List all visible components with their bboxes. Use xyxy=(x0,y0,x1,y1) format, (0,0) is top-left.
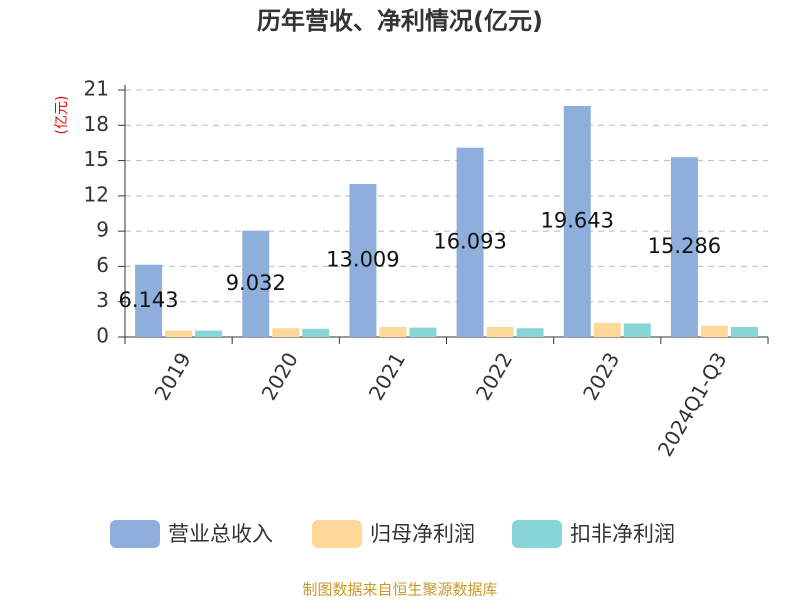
bar xyxy=(623,323,651,337)
legend-label[interactable]: 扣非净利润 xyxy=(570,522,675,546)
bar xyxy=(670,157,698,337)
y-axis-label: (亿元) xyxy=(54,96,70,135)
x-tick-label: 2022 xyxy=(471,348,517,404)
x-tick-label: 2024Q1-Q3 xyxy=(653,348,732,460)
x-tick-label: 2023 xyxy=(578,348,624,404)
bar xyxy=(242,230,270,337)
bar xyxy=(379,327,407,337)
bar xyxy=(563,105,591,337)
x-tick-label: 2021 xyxy=(364,348,410,404)
legend-label[interactable]: 归母净利润 xyxy=(370,522,475,546)
x-tick-label: 2019 xyxy=(149,348,195,404)
data-label: 19.643 xyxy=(541,208,614,232)
bar xyxy=(593,322,621,337)
chart-title: 历年营收、净利情况(亿元) xyxy=(257,7,543,35)
x-tick-label: 2020 xyxy=(257,348,303,404)
bar xyxy=(700,325,728,337)
bar xyxy=(272,328,300,337)
data-label: 13.009 xyxy=(326,247,399,271)
y-tick-label: 21 xyxy=(84,77,109,101)
data-label: 15.286 xyxy=(648,234,721,258)
legend-swatch[interactable] xyxy=(312,520,362,548)
y-tick-label: 9 xyxy=(96,218,109,242)
bar xyxy=(516,328,544,337)
legend-swatch[interactable] xyxy=(512,520,562,548)
bar xyxy=(456,147,484,337)
legend-label[interactable]: 营业总收入 xyxy=(168,522,273,546)
bar xyxy=(349,183,377,337)
y-tick-label: 3 xyxy=(96,288,109,312)
bar xyxy=(486,327,514,337)
y-tick-label: 6 xyxy=(96,253,109,277)
y-tick-label: 12 xyxy=(84,182,109,206)
bar xyxy=(730,327,758,337)
bar xyxy=(409,327,437,337)
bar xyxy=(302,328,330,337)
bar xyxy=(165,330,193,337)
data-label: 9.032 xyxy=(226,271,286,295)
legend-swatch[interactable] xyxy=(110,520,160,548)
y-tick-label: 18 xyxy=(84,112,109,136)
source-note: 制图数据来自恒生聚源数据库 xyxy=(302,581,497,599)
bar xyxy=(195,330,223,337)
y-tick-label: 15 xyxy=(84,147,109,171)
data-label: 16.093 xyxy=(433,229,506,253)
bar xyxy=(135,264,163,337)
y-tick-label: 0 xyxy=(96,324,109,348)
data-label: 6.143 xyxy=(119,288,179,312)
